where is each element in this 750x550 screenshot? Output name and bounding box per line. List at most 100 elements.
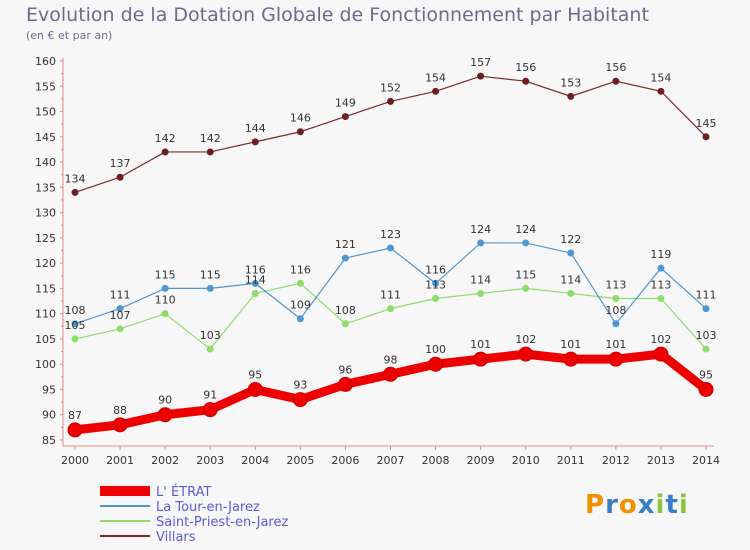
x-tick-label: 2004 [241, 454, 269, 467]
x-tick-label: 2005 [286, 454, 314, 467]
data-point [337, 376, 353, 392]
data-label: 145 [696, 117, 717, 130]
data-point [251, 138, 259, 146]
data-label: 109 [290, 299, 311, 312]
data-label: 123 [380, 228, 401, 241]
data-label: 107 [110, 309, 131, 322]
data-label: 114 [470, 273, 491, 286]
data-label: 113 [425, 279, 446, 292]
data-label: 116 [290, 263, 311, 276]
data-label: 87 [68, 409, 82, 422]
data-label: 110 [155, 294, 176, 307]
data-label: 113 [650, 279, 671, 292]
data-point [612, 320, 620, 328]
data-label: 111 [380, 289, 401, 302]
x-tick-label: 2012 [602, 454, 630, 467]
data-label: 101 [605, 338, 626, 351]
data-point [341, 254, 349, 262]
data-label: 114 [245, 273, 266, 286]
data-point [71, 188, 79, 196]
data-point [657, 87, 665, 95]
data-label: 142 [200, 132, 221, 145]
data-label: 111 [696, 289, 717, 302]
data-label: 115 [200, 268, 221, 281]
legend-label: La Tour-en-Jarez [156, 500, 260, 515]
data-label: 103 [200, 329, 221, 342]
data-label: 153 [560, 76, 581, 89]
data-point [387, 97, 394, 105]
data-label: 113 [605, 279, 626, 292]
logo-letter: o [618, 490, 638, 520]
data-point [702, 305, 710, 313]
data-label: 101 [470, 338, 491, 351]
data-label: 124 [515, 223, 536, 236]
data-label: 93 [293, 379, 307, 392]
data-label: 157 [470, 56, 491, 69]
y-tick-label: 145 [35, 131, 56, 144]
data-label: 102 [515, 333, 536, 346]
data-label: 137 [110, 157, 131, 170]
logo-letter: P [585, 490, 606, 520]
data-point [67, 422, 83, 438]
y-tick-label: 100 [35, 358, 56, 371]
data-label: 100 [425, 343, 446, 356]
x-tick-label: 2008 [422, 454, 450, 467]
data-label: 152 [380, 81, 401, 94]
data-point [567, 92, 575, 100]
data-point [71, 335, 79, 343]
data-point [612, 295, 620, 303]
chart-subtitle: (en € et par an) [26, 29, 113, 42]
data-label: 88 [113, 404, 127, 417]
data-point [477, 289, 485, 297]
data-point [567, 249, 575, 257]
data-label: 121 [335, 238, 356, 251]
x-tick-label: 2013 [647, 454, 675, 467]
data-label: 156 [605, 61, 626, 74]
data-point [657, 295, 665, 303]
data-point [477, 239, 485, 247]
data-point [251, 289, 259, 297]
data-point [157, 407, 173, 423]
data-label: 144 [245, 122, 266, 135]
data-label: 111 [110, 289, 131, 302]
data-point [341, 320, 349, 328]
data-point [702, 133, 710, 141]
data-label: 122 [560, 233, 581, 246]
data-point [428, 356, 444, 372]
data-point [567, 289, 575, 297]
data-point [522, 239, 530, 247]
data-point [161, 310, 169, 318]
data-label: 108 [65, 304, 86, 317]
y-tick-label: 135 [35, 181, 56, 194]
data-label: 103 [696, 329, 717, 342]
y-tick-label: 95 [42, 383, 56, 396]
x-tick-label: 2000 [61, 454, 89, 467]
data-label: 90 [158, 394, 172, 407]
data-point [653, 346, 669, 362]
data-point [296, 279, 304, 287]
y-tick-label: 90 [42, 409, 56, 422]
x-tick-label: 2010 [512, 454, 540, 467]
data-point [71, 320, 79, 328]
logo-letter: x [637, 490, 656, 520]
data-point [206, 284, 214, 292]
x-tick-label: 2011 [557, 454, 585, 467]
y-tick-label: 150 [35, 106, 56, 119]
legend-label: Saint-Priest-en-Jarez [156, 515, 288, 530]
data-label: 95 [699, 368, 713, 381]
y-tick-label: 120 [35, 257, 56, 270]
proxiti-logo: Proxiti [585, 490, 689, 520]
data-point [432, 295, 440, 303]
data-point [522, 77, 530, 85]
data-label: 108 [605, 304, 626, 317]
data-point [477, 72, 485, 80]
data-label: 154 [650, 71, 671, 84]
data-label: 124 [470, 223, 491, 236]
data-point [387, 305, 394, 313]
data-point [432, 87, 440, 95]
data-point [116, 305, 124, 313]
x-tick-label: 2003 [196, 454, 224, 467]
data-point [608, 351, 624, 367]
